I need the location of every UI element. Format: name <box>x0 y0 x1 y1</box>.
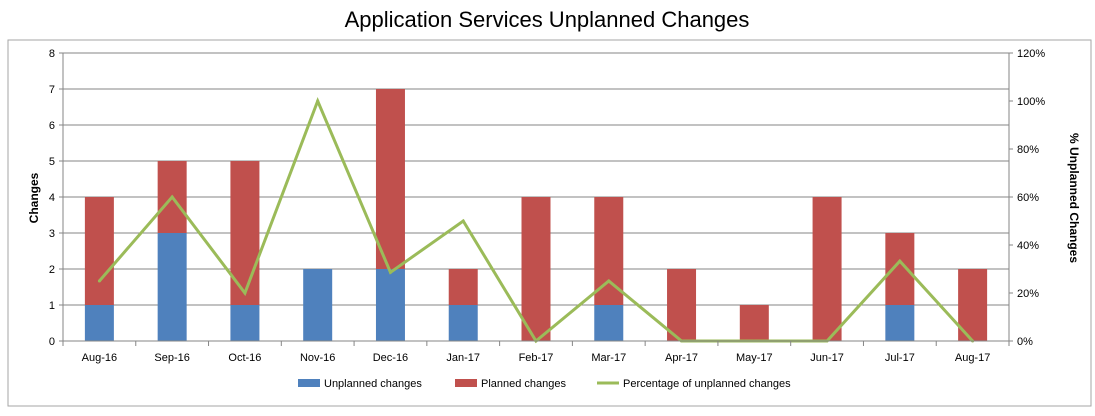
y-tick-label: 7 <box>49 84 55 96</box>
x-tick-label: May-17 <box>736 352 773 364</box>
percentage-point <box>97 279 101 283</box>
y2-tick-label: 0% <box>1017 336 1033 348</box>
y-axis-title: Changes <box>27 172 41 223</box>
y2-tick-label: 60% <box>1017 192 1039 204</box>
planned-changes-bar <box>521 197 551 341</box>
y2-axis-title: % Unplanned Changes <box>1067 133 1081 263</box>
planned-changes-bar <box>739 305 769 341</box>
percentage-point <box>461 219 465 223</box>
y-tick-label: 0 <box>49 336 55 348</box>
y-tick-label: 4 <box>49 192 55 204</box>
chart-title: Application Services Unplanned Changes <box>345 7 750 32</box>
percentage-point <box>316 99 320 103</box>
legend-label: Unplanned changes <box>324 378 422 390</box>
legend-swatch <box>298 379 320 387</box>
y-tick-label: 3 <box>49 228 55 240</box>
planned-changes-bar <box>812 197 842 341</box>
unplanned-changes-bar <box>375 269 405 341</box>
y2-tick-label: 40% <box>1017 240 1039 252</box>
planned-changes-bar <box>84 197 114 305</box>
unplanned-changes-bar <box>230 305 260 341</box>
x-tick-label: Dec-16 <box>373 352 408 364</box>
x-tick-label: Jun-17 <box>810 352 844 364</box>
y-tick-label: 6 <box>49 120 55 132</box>
planned-changes-bar <box>375 89 405 269</box>
unplanned-changes-bar <box>448 305 478 341</box>
planned-changes-bar <box>230 161 260 305</box>
planned-changes-bar <box>885 233 915 305</box>
bars <box>84 89 988 341</box>
x-tick-label: Feb-17 <box>519 352 554 364</box>
x-tick-label: Aug-17 <box>955 352 990 364</box>
legend-label: Percentage of unplanned changes <box>623 378 791 390</box>
legend-label: Planned changes <box>481 378 567 390</box>
y2-tick-label: 80% <box>1017 144 1039 156</box>
y-tick-label: 2 <box>49 264 55 276</box>
x-tick-label: Aug-16 <box>82 352 117 364</box>
x-tick-label: Jul-17 <box>885 352 915 364</box>
unplanned-changes-bar <box>594 305 624 341</box>
x-tick-label: Nov-16 <box>300 352 335 364</box>
x-tick-label: Mar-17 <box>591 352 626 364</box>
percentage-point <box>898 259 902 263</box>
legend: Unplanned changes Planned changes Percenta… <box>298 378 791 390</box>
y-tick-label: 8 <box>49 48 55 60</box>
y2-tick-label: 120% <box>1017 48 1045 60</box>
y-tick-label: 1 <box>49 300 55 312</box>
unplanned-changes-bar <box>157 233 187 341</box>
planned-changes-bar <box>448 269 478 305</box>
unplanned-changes-bar <box>303 269 333 341</box>
percentage-point <box>388 270 392 274</box>
y2-tick-label: 100% <box>1017 96 1045 108</box>
unplanned-changes-bar <box>84 305 114 341</box>
planned-changes-bar <box>594 197 624 305</box>
percentage-point <box>170 195 174 199</box>
y-tick-label: 5 <box>49 156 55 168</box>
planned-changes-bar <box>667 269 697 341</box>
x-tick-label: Apr-17 <box>665 352 698 364</box>
percentage-point <box>607 279 611 283</box>
y2-tick-label: 20% <box>1017 288 1039 300</box>
x-tick-label: Sep-16 <box>154 352 189 364</box>
percentage-point <box>243 291 247 295</box>
unplanned-changes-bar <box>885 305 915 341</box>
x-tick-label: Jan-17 <box>446 352 480 364</box>
x-tick-label: Oct-16 <box>228 352 261 364</box>
legend-swatch <box>455 379 477 387</box>
